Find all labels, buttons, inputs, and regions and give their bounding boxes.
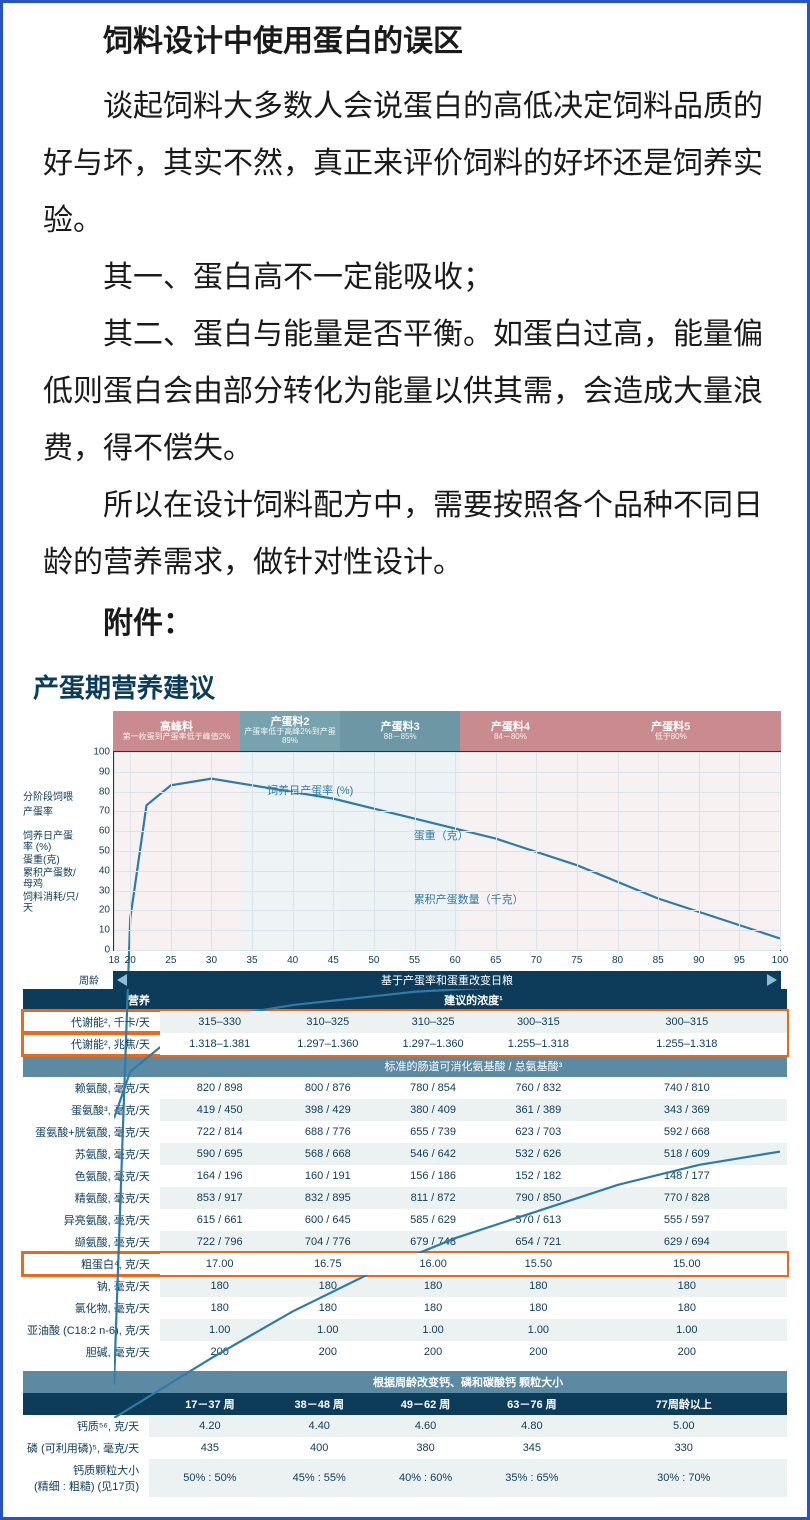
- cell: 380: [368, 1437, 483, 1459]
- plot-area: 0102030405060708090100182025303540455055…: [113, 751, 781, 951]
- cell: 16.00: [376, 1253, 490, 1275]
- cell: 310–325: [376, 1011, 490, 1033]
- cell: 40% : 60%: [368, 1459, 483, 1497]
- cell: 330: [580, 1437, 787, 1459]
- series-label: 蛋重（克）: [414, 827, 469, 843]
- cell: 435: [149, 1437, 271, 1459]
- cell: 315–330: [160, 1011, 280, 1033]
- cell: 345: [483, 1437, 580, 1459]
- article-heading: 饲料设计中使用蛋白的误区: [43, 13, 767, 70]
- cell: 300–315: [490, 1011, 587, 1033]
- phase-bar: 高峰料第一枚蛋到产蛋率低于峰值2%产蛋料2产蛋率低于高峰2%到产蛋89%产蛋料3…: [113, 711, 781, 751]
- para-1: 谈起饲料大多数人会说蛋白的高低决定饲料品质的好与坏，其实不然，真正来评价饲料的好…: [43, 78, 767, 249]
- chart-area: 分阶段饲喂产蛋率饲养日产蛋率 (%)蛋重(克)累积产蛋数/母鸡饲料消耗/只/天 …: [113, 711, 781, 971]
- phase-segment: 产蛋料2产蛋率低于高峰2%到产蛋89%: [240, 711, 340, 751]
- row-label: 钙质⁵⁶, 克/天: [23, 1415, 149, 1437]
- cell: 15.00: [587, 1253, 787, 1275]
- phase-segment: 高峰料第一枚蛋到产蛋率低于峰值2%: [113, 711, 240, 751]
- cell: 5.00: [580, 1415, 787, 1437]
- cell: 4.80: [483, 1415, 580, 1437]
- cell: 30% : 70%: [580, 1459, 787, 1497]
- cell: 310–325: [280, 1011, 377, 1033]
- figure-title: 产蛋期营养建议: [23, 662, 787, 711]
- cell: 15.50: [490, 1253, 587, 1275]
- article-body: 饲料设计中使用蛋白的误区 谈起饲料大多数人会说蛋白的高低决定饲料品质的好与坏，其…: [3, 3, 807, 652]
- phase-segment: 产蛋料5低于80%: [561, 711, 781, 751]
- arrow-caption-row: 基于产蛋率和蛋重改变日粮: [113, 971, 781, 989]
- cell: 1.318–1.381: [160, 1033, 280, 1055]
- cell: 50% : 50%: [149, 1459, 271, 1497]
- row-label: 代谢能², 千卡/天: [23, 1011, 160, 1033]
- cell: 1.297–1.360: [376, 1033, 490, 1055]
- y-axis-labels: 分阶段饲喂产蛋率饲养日产蛋率 (%)蛋重(克)累积产蛋数/母鸡饲料消耗/只/天: [23, 751, 79, 951]
- cell: 16.75: [280, 1253, 377, 1275]
- row-label: 代谢能², 兆焦/天: [23, 1033, 160, 1055]
- cell: 17.00: [160, 1253, 280, 1275]
- phase-segment: 产蛋料484－80%: [460, 711, 560, 751]
- row-label: 磷 (可利用磷)⁵, 毫克/天: [23, 1437, 149, 1459]
- nutrition-chart-figure: 产蛋期营养建议 分阶段饲喂产蛋率饲养日产蛋率 (%)蛋重(克)累积产蛋数/母鸡饲…: [23, 662, 787, 1497]
- cell: 4.20: [149, 1415, 271, 1437]
- cell: 45% : 55%: [271, 1459, 368, 1497]
- cell: 1.255–1.318: [490, 1033, 587, 1055]
- arrow-caption: 基于产蛋率和蛋重改变日粮: [113, 972, 781, 988]
- cell: 1.255–1.318: [587, 1033, 787, 1055]
- cell: 4.60: [368, 1415, 483, 1437]
- series-label: 饲养日产蛋率 (%): [267, 782, 353, 798]
- cell: 400: [271, 1437, 368, 1459]
- row-label: 钙质颗粒大小(精细 : 粗糙) (见17页): [23, 1459, 149, 1497]
- cell: 35% : 65%: [483, 1459, 580, 1497]
- cell: 4.40: [271, 1415, 368, 1437]
- row-label: 粗蛋白⁴, 克/天: [23, 1253, 160, 1275]
- cell: 300–315: [587, 1011, 787, 1033]
- para-4: 所以在设计饲料配方中，需要按照各个品种不同日龄的营养需求，做针对性设计。: [43, 477, 767, 591]
- para-2: 其一、蛋白高不一定能吸收；: [43, 249, 767, 306]
- series-label: 累积产蛋数量（千克）: [414, 891, 524, 907]
- attachment-label: 附件：: [43, 595, 767, 652]
- x-axis-unit: 周龄: [79, 972, 99, 987]
- para-3: 其二、蛋白与能量是否平衡。如蛋白过高，能量偏低则蛋白会由部分转化为能量以供其需，…: [43, 306, 767, 477]
- cell: 1.297–1.360: [280, 1033, 377, 1055]
- phase-segment: 产蛋料388－85%: [340, 711, 460, 751]
